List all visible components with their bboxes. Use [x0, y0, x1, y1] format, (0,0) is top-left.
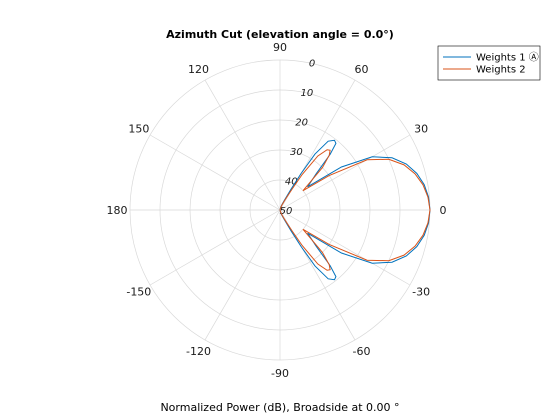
- legend-label-weights-1: Weights 1 Ⓐ: [476, 52, 539, 64]
- legend[interactable]: Weights 1 Ⓐ Weights 2: [437, 45, 541, 81]
- angle-tick-label: -90: [271, 367, 289, 380]
- angle-tick-label: -120: [186, 345, 211, 358]
- grid-spoke: [149, 209, 281, 286]
- series-lines: [279, 139, 431, 281]
- series-line-weights-2: [279, 149, 431, 271]
- angle-tick-label: 30: [414, 123, 428, 136]
- grid-spoke: [204, 209, 281, 341]
- angle-tick-label: -150: [126, 286, 151, 299]
- angle-tick-label: 60: [355, 63, 369, 76]
- angle-tick-label: -30: [412, 286, 430, 299]
- grid-spoke: [279, 134, 411, 211]
- angle-tick-label: 90: [273, 41, 287, 54]
- grid-spoke: [204, 79, 281, 211]
- angle-tick-labels: 0 30 60 90 120 150 180 -150 -120 -90 -60 -30: [107, 41, 447, 380]
- legend-box: [437, 45, 541, 81]
- polar-grid: [129, 59, 431, 361]
- radial-tick-label: 0: [309, 58, 315, 69]
- angle-tick-label: 150: [128, 123, 149, 136]
- x-axis-label: Normalized Power (dB), Broadside at 0.00…: [160, 401, 399, 414]
- angle-tick-label: -60: [353, 345, 371, 358]
- radial-tick-label: 20: [295, 117, 308, 128]
- radial-tick-label: 30: [290, 147, 303, 158]
- radial-tick-label: 40: [285, 176, 298, 187]
- angle-tick-label: 180: [107, 204, 128, 217]
- radial-tick-label: 10: [300, 88, 313, 99]
- legend-label-weights-2: Weights 2: [476, 65, 526, 76]
- radial-tick-label: 50: [280, 206, 293, 217]
- grid-spoke: [279, 209, 411, 286]
- chart-title: Azimuth Cut (elevation angle = 0.0°): [166, 28, 394, 41]
- grid-spoke: [149, 134, 281, 211]
- radial-tick-labels: 0 10 20 30 40 50: [280, 58, 316, 217]
- angle-tick-label: 120: [188, 63, 209, 76]
- angle-tick-label: 0: [440, 204, 447, 217]
